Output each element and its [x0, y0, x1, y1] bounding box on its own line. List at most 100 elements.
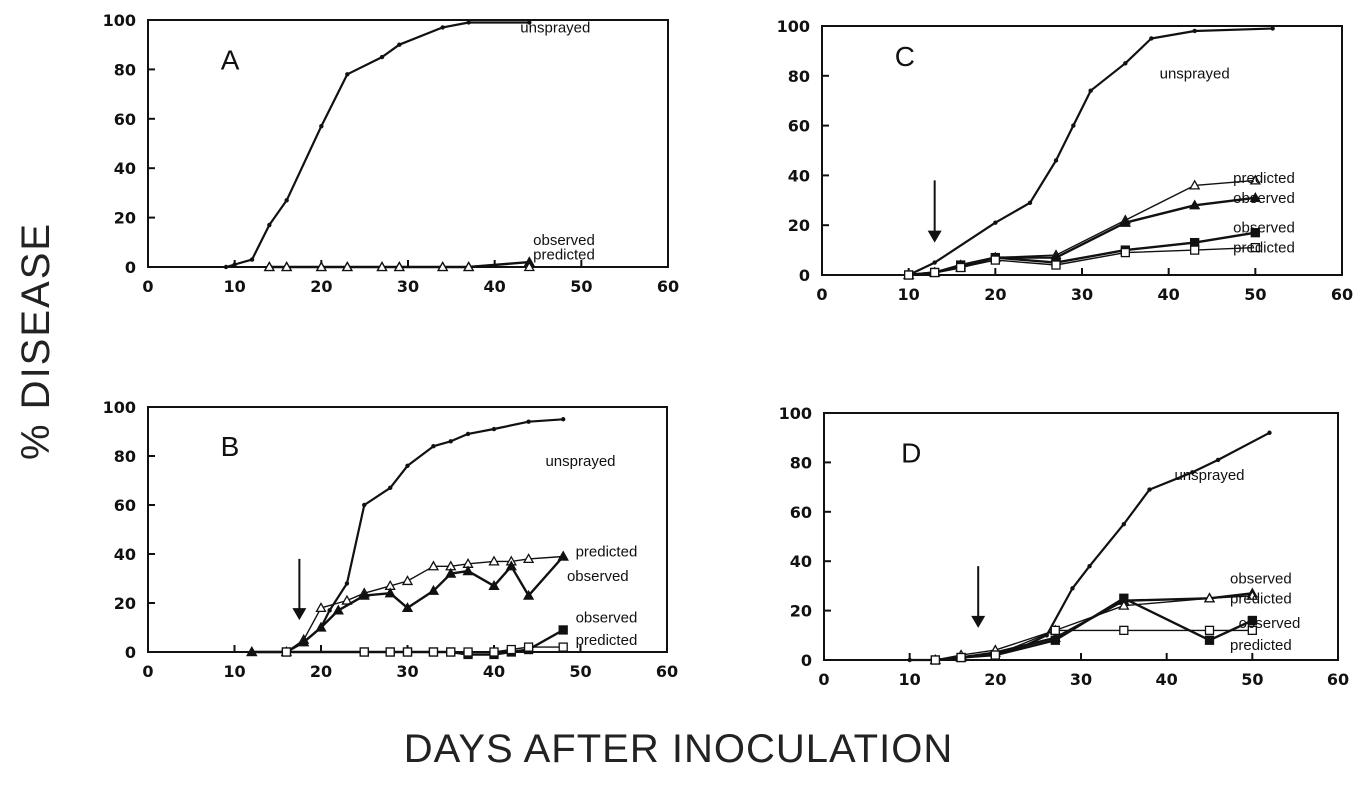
- x-tick-label: 10: [898, 285, 920, 304]
- series-annotation: predicted: [1233, 170, 1295, 187]
- data-point-unsprayed: [1190, 470, 1195, 475]
- data-point-predicted: [956, 652, 966, 663]
- y-tick-label: 40: [114, 159, 136, 178]
- series-annotation: unsprayed: [520, 19, 590, 36]
- x-tick-label: 30: [1071, 285, 1093, 304]
- data-point-unsprayed: [345, 72, 350, 77]
- data-point-unsprayed: [232, 262, 237, 267]
- data-point-predicted: [1051, 260, 1061, 270]
- data-point-unsprayed: [993, 220, 998, 225]
- data-point-predicted: [523, 642, 534, 652]
- data-point-predicted: [558, 642, 568, 652]
- data-point-observed: [1119, 216, 1131, 227]
- data-point-unsprayed: [561, 417, 566, 422]
- y-tick-label: 20: [788, 216, 810, 235]
- y-tick-label: 80: [788, 67, 810, 86]
- x-tick-label: 0: [142, 277, 153, 296]
- x-tick-label: 40: [1158, 285, 1180, 304]
- series-line-predicted: [935, 629, 1253, 661]
- data-point-unsprayed: [527, 20, 532, 25]
- x-tick-label: 10: [224, 277, 246, 296]
- data-point-observed: [427, 584, 440, 595]
- data-point-observed: [557, 550, 569, 561]
- data-point-observed: [558, 625, 568, 635]
- y-tick-label: 0: [125, 643, 136, 662]
- data-point-unsprayed: [397, 42, 402, 47]
- data-point-unsprayed: [344, 581, 350, 586]
- series-line-observed: [286, 628, 564, 656]
- data-point-unsprayed: [249, 257, 255, 262]
- data-point-predicted: [1050, 625, 1060, 636]
- y-tick-label: 40: [790, 552, 812, 571]
- data-point-predicted: [522, 553, 535, 564]
- data-point-predicted: [1246, 589, 1258, 600]
- data-point-predicted: [1203, 592, 1216, 603]
- x-tick-label: 50: [1244, 285, 1266, 304]
- data-point-unsprayed: [284, 198, 289, 203]
- panel-b: 0 10 20 30 40 50 60 0 20 40 60 80 100 B unsprayed predi…: [103, 398, 679, 681]
- x-tick-label: 60: [1327, 670, 1349, 689]
- spray-arrow-head: [292, 608, 307, 621]
- y-tick-label: 80: [790, 453, 812, 472]
- data-point-observed: [358, 589, 370, 600]
- data-point-predicted: [401, 575, 414, 586]
- data-point-unsprayed: [405, 463, 410, 468]
- series-annotation: unsprayed: [545, 453, 615, 470]
- x-tick-label: 10: [223, 662, 245, 681]
- data-point-unsprayed: [223, 264, 229, 270]
- data-point-unsprayed: [932, 260, 937, 265]
- data-point-unsprayed: [327, 608, 332, 613]
- series-annotation: observed: [1230, 570, 1292, 587]
- x-tick-label: 40: [484, 277, 506, 296]
- series-annotation: observed: [533, 232, 595, 249]
- x-tick-label: 30: [396, 662, 418, 681]
- x-tick-label: 50: [1241, 670, 1263, 689]
- data-point-predicted: [1247, 625, 1257, 636]
- data-point-predicted: [506, 644, 516, 655]
- data-point-unsprayed: [491, 426, 497, 432]
- series-annotation: unsprayed: [1174, 467, 1244, 484]
- data-point-predicted: [385, 647, 395, 657]
- data-point-unsprayed: [1123, 61, 1128, 66]
- data-point-predicted: [428, 647, 439, 657]
- series-line-unsprayed: [225, 21, 530, 269]
- data-point-unsprayed: [319, 124, 324, 129]
- y-tick-label: 60: [114, 496, 136, 515]
- data-point-unsprayed: [1267, 430, 1272, 435]
- data-point-unsprayed: [1027, 200, 1033, 205]
- x-tick-label: 60: [656, 662, 678, 681]
- data-point-observed: [522, 589, 535, 600]
- data-point-observed: [298, 636, 310, 647]
- data-point-observed: [384, 587, 396, 598]
- data-point-predicted: [359, 647, 369, 657]
- data-point-observed: [445, 567, 457, 578]
- data-point-unsprayed: [1053, 158, 1059, 163]
- data-point-unsprayed: [1088, 88, 1093, 93]
- data-point-unsprayed: [388, 485, 393, 491]
- data-point-predicted: [1189, 179, 1201, 190]
- series-annotation: unsprayed: [1160, 65, 1230, 82]
- y-tick-label: 60: [788, 117, 810, 136]
- data-point-observed: [1249, 191, 1261, 202]
- data-point-unsprayed: [1270, 26, 1275, 31]
- data-point-unsprayed: [448, 439, 453, 444]
- data-point-observed: [505, 560, 517, 571]
- data-point-predicted: [1190, 245, 1200, 255]
- data-point-predicted: [315, 602, 327, 613]
- x-tick-label: 40: [1156, 670, 1178, 689]
- data-point-predicted: [1250, 242, 1260, 253]
- x-tick-label: 10: [899, 670, 921, 689]
- data-point-unsprayed: [1215, 457, 1221, 463]
- y-tick-label: 100: [103, 11, 136, 30]
- data-point-observed: [488, 580, 500, 590]
- x-tick-label: 40: [483, 662, 505, 681]
- series-annotation: predicted: [1233, 240, 1295, 257]
- series-annotation: predicted: [533, 247, 595, 264]
- panel-letter: D: [901, 437, 921, 468]
- data-point-observed: [1190, 237, 1200, 248]
- data-point-unsprayed: [379, 54, 385, 60]
- data-point-observed: [1119, 593, 1129, 603]
- x-tick-label: 60: [1331, 285, 1353, 304]
